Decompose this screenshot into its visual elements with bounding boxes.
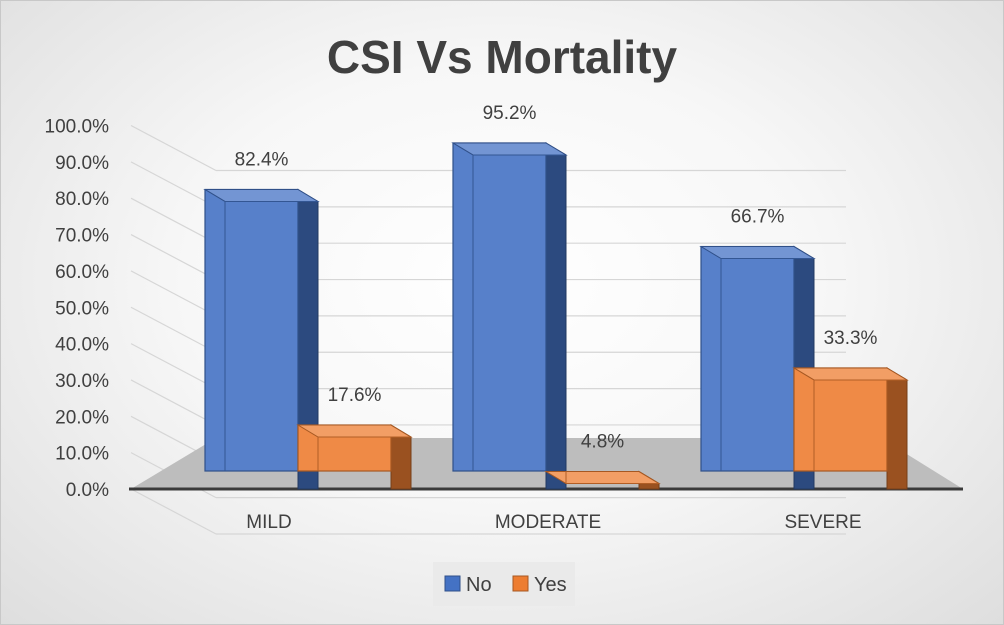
data-label: 33.3% <box>824 328 878 349</box>
y-tick-label: 90.0% <box>55 153 109 174</box>
bar-yes-moderate <box>544 470 661 490</box>
data-label: 66.7% <box>731 207 785 228</box>
x-tick-label: MODERATE <box>495 512 601 533</box>
bar-top-face <box>699 246 816 260</box>
gridline-wall <box>130 379 217 426</box>
legend-label-yes: Yes <box>534 574 567 596</box>
bar-edge <box>813 379 907 471</box>
bar-front-face <box>700 245 795 472</box>
data-labels: 82.4% 17.6% 95.2% 4.8% 66.7% 33.3% <box>235 103 878 453</box>
x-tick-label: MILD <box>246 512 291 533</box>
bar-no-severe <box>699 245 816 490</box>
y-tick-label: 10.0% <box>55 444 109 465</box>
y-tick-label: 80.0% <box>55 189 109 210</box>
gridline-wall <box>130 234 217 281</box>
chart-title: CSI Vs Mortality <box>327 31 678 83</box>
legend: No Yes <box>433 562 575 606</box>
bar-top-face <box>296 424 413 438</box>
bars <box>203 142 909 490</box>
bar-no-moderate <box>451 142 568 490</box>
gridline-wall <box>130 197 217 244</box>
gridline-wall <box>130 306 217 353</box>
data-label: 17.6% <box>328 385 382 406</box>
bar-top-face <box>544 471 661 485</box>
legend-swatch-yes <box>512 575 529 592</box>
gridline-wall <box>130 488 217 535</box>
bar-front-face <box>793 367 888 472</box>
bar-no-mild <box>203 188 320 490</box>
y-tick-label: 30.0% <box>55 371 109 392</box>
y-axis: 0.0% 10.0% 20.0% 30.0% 40.0% 50.0% 60.0% 70.0% 8… <box>45 117 110 502</box>
gridline-wall <box>130 161 217 208</box>
legend-label-no: No <box>466 574 492 596</box>
bar-top-face <box>451 142 568 156</box>
y-tick-label: 70.0% <box>55 226 109 247</box>
x-axis: MILD MODERATE SEVERE <box>246 512 861 533</box>
gridline-wall <box>130 270 217 317</box>
y-tick-label: 20.0% <box>55 407 109 428</box>
data-label: 4.8% <box>581 432 624 453</box>
bar-edge <box>720 258 814 471</box>
bar-side-face <box>545 142 567 490</box>
bar-edge <box>472 154 566 471</box>
bar-top-face <box>203 188 320 202</box>
bar-yes-severe <box>792 367 909 490</box>
gridline-wall <box>130 343 217 390</box>
gridline-wall <box>130 124 217 172</box>
y-tick-label: 50.0% <box>55 298 109 319</box>
y-tick-label: 0.0% <box>66 480 109 501</box>
y-tick-label: 40.0% <box>55 335 109 356</box>
y-tick-label: 60.0% <box>55 262 109 283</box>
y-tick-label: 100.0% <box>45 117 110 138</box>
bar-edge <box>317 436 411 471</box>
bar-edge <box>224 200 318 471</box>
legend-swatch-no <box>444 575 461 592</box>
bar-front-face <box>452 142 547 472</box>
bar-side-face <box>886 367 908 490</box>
x-tick-label: SEVERE <box>784 512 861 533</box>
bar-edge <box>565 471 659 485</box>
bar-front-face <box>204 188 299 472</box>
data-label: 95.2% <box>483 103 537 124</box>
data-label: 82.4% <box>235 149 289 170</box>
bar-top-face <box>792 367 909 381</box>
bar-yes-mild <box>296 424 413 490</box>
